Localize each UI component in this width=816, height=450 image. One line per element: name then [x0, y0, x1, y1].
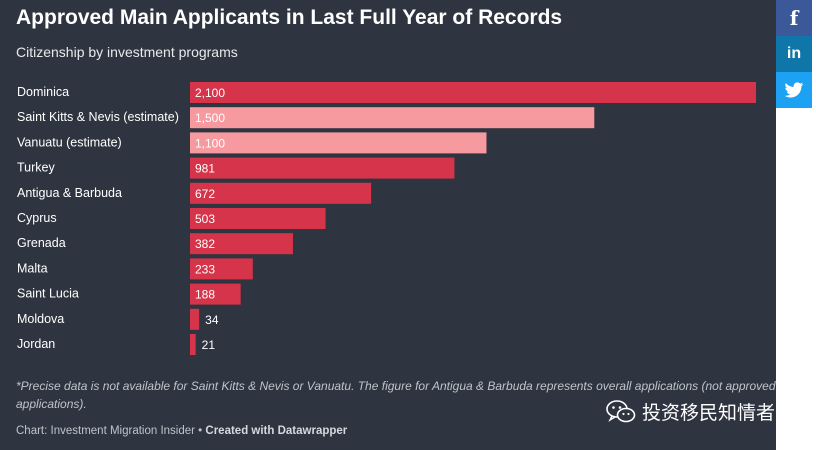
wechat-watermark: 投资移民知情者 [606, 398, 775, 425]
bar-dominica [190, 82, 756, 103]
facebook-share-button[interactable]: f [776, 0, 812, 36]
credit-line: Chart: Investment Migration Insider • Cr… [16, 425, 347, 437]
value-label-vanuatu-estimate: 1,100 [195, 136, 225, 150]
category-label-malta: Malta [17, 261, 48, 275]
linkedin-icon: in [786, 45, 802, 62]
category-label-saint-lucia: Saint Lucia [17, 287, 79, 301]
credit-source: Chart: Investment Migration Insider • [16, 425, 206, 437]
category-label-jordan: Jordan [17, 337, 55, 351]
facebook-icon: f [789, 6, 799, 30]
category-label-antigua-barbuda: Antigua & Barbuda [17, 186, 122, 200]
watermark-text: 投资移民知情者 [642, 402, 776, 424]
twitter-icon [784, 81, 804, 97]
value-label-antigua-barbuda: 672 [195, 187, 215, 201]
linkedin-share-button[interactable]: in [776, 36, 812, 72]
value-label-dominica: 2,100 [195, 86, 225, 100]
bar-chart: Dominica 2,100 Saint Kitts & Nevis (estima… [17, 82, 756, 355]
chart-card: Approved Main Applicants in Last Full Ye… [0, 0, 776, 450]
bar-moldova [190, 308, 200, 330]
bar-cyprus [190, 208, 326, 229]
value-label-saint-kitts-nevis-estimate: 1,500 [195, 111, 225, 125]
bar-jordan [190, 334, 196, 355]
credit-tool-link[interactable]: Created with Datawrapper [205, 425, 348, 437]
category-label-grenada: Grenada [17, 236, 66, 250]
footnote: *Precise data is not available for Saint… [16, 379, 776, 411]
value-label-grenada: 382 [195, 237, 215, 251]
bar-saint-lucia [190, 283, 241, 305]
category-label-saint-kitts-nevis-estimate: Saint Kitts & Nevis (estimate) [17, 110, 179, 124]
bar-antigua-barbuda [190, 182, 372, 204]
category-label-dominica: Dominica [17, 85, 69, 99]
category-label-cyprus: Cyprus [17, 211, 57, 225]
bar-vanuatu-estimate [190, 132, 487, 154]
category-label-vanuatu-estimate: Vanuatu (estimate) [17, 135, 122, 149]
bar-malta [190, 258, 253, 280]
bar-saint-kitts-nevis-estimate [190, 107, 595, 129]
bar-grenada [190, 233, 293, 255]
wechat-icon [606, 399, 636, 422]
category-label-moldova: Moldova [17, 312, 64, 326]
value-label-malta: 233 [195, 262, 215, 276]
value-label-turkey: 981 [195, 162, 215, 176]
twitter-share-button[interactable] [776, 72, 812, 108]
value-label-moldova: 34 [205, 313, 219, 327]
value-label-jordan: 21 [202, 338, 216, 352]
category-label-turkey: Turkey [17, 161, 55, 175]
value-label-cyprus: 503 [195, 212, 215, 226]
chart-title: Approved Main Applicants in Last Full Ye… [16, 6, 563, 29]
bar-turkey [190, 157, 455, 179]
value-label-saint-lucia: 188 [195, 288, 215, 302]
chart-subtitle: Citizenship by investment programs [16, 44, 238, 60]
